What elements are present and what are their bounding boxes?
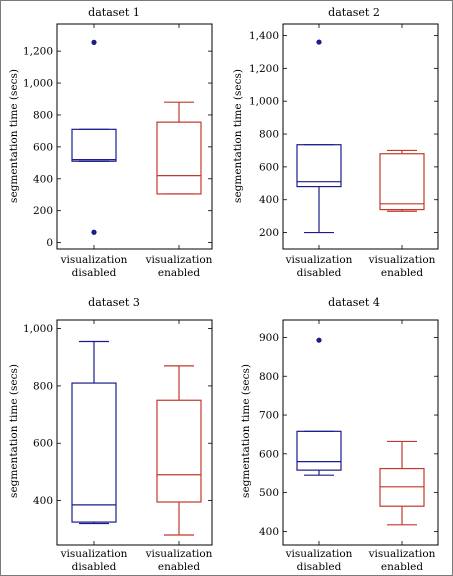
outlier-point [316,337,322,343]
box [71,382,117,523]
panel-dataset-2: dataset 2 segmentation time (secs) visua… [232,6,439,279]
category-label-line2: disabled [297,267,342,279]
panel-title: dataset 4 [328,296,380,309]
y-tick-label: 1,400 [249,30,279,42]
category-label-line1: visualization [285,548,353,560]
panel-dataset-3: dataset 3 segmentation time (secs) visua… [8,296,213,573]
panel-dataset-1: dataset 1 segmentation time (secs) visua… [8,6,213,279]
y-tick-label: 800 [259,371,279,383]
plot-frame [56,23,213,250]
box-marks: 400 500 600 700 800 900 [259,320,438,545]
y-tick-label: 1,200 [23,46,53,58]
y-tick-label: 1,000 [23,323,53,335]
category-label-line1: visualization [368,548,436,560]
y-axis-label: segmentation time (secs) [8,364,20,498]
y-tick-label: 900 [259,332,279,344]
y-tick-label: 400 [33,173,53,185]
y-axis-label: segmentation time (secs) [240,364,252,498]
category-label-line2: disabled [297,561,342,573]
plot-frame [282,23,439,250]
box-marks: 0 200 400 600 800 1,000 1,200 [23,24,212,249]
y-tick-label: 400 [33,495,53,507]
category-label-line1: visualization [368,254,436,266]
plot-frame [282,319,439,546]
y-tick-label: 400 [259,194,279,206]
category-label-line2: disabled [72,561,117,573]
y-tick-label: 700 [259,410,279,422]
y-tick-label: 0 [46,237,53,249]
box [156,399,202,503]
box [379,153,425,211]
box [296,430,342,471]
panel-title: dataset 3 [88,296,140,309]
box [156,121,202,195]
y-tick-label: 600 [259,448,279,460]
y-tick-label: 800 [259,129,279,141]
y-tick-label: 400 [259,526,279,538]
y-tick-label: 600 [33,438,53,450]
y-tick-label: 500 [259,487,279,499]
y-tick-label: 600 [259,161,279,173]
y-tick-label: 1,000 [249,96,279,108]
box-marks: 400 600 800 1,000 [23,320,212,545]
box-marks: 200 400 600 800 1,000 1,200 1,400 [249,24,438,249]
category-label-line2: enabled [158,267,201,279]
panel-dataset-4: dataset 4 segmentation time (secs) visua… [240,296,439,573]
y-tick-label: 800 [33,380,53,392]
y-tick-label: 1,200 [249,63,279,75]
category-label-line2: enabled [381,267,424,279]
y-tick-label: 200 [33,205,53,217]
panel-title: dataset 2 [328,6,380,19]
category-label-line2: disabled [72,267,117,279]
outlier-point [316,39,322,45]
y-tick-label: 600 [33,141,53,153]
y-tick-label: 1,000 [23,78,53,90]
y-tick-label: 200 [259,227,279,239]
panel-title: dataset 1 [88,6,140,19]
y-axis-label: segmentation time (secs) [8,69,20,203]
category-label-line2: enabled [158,561,201,573]
category-label-line1: visualization [60,254,128,266]
y-axis-label: segmentation time (secs) [232,69,244,203]
outlier-point [91,229,97,235]
category-label-line2: enabled [381,561,424,573]
box [296,144,342,188]
category-label-line1: visualization [60,548,128,560]
y-tick-label: 800 [33,109,53,121]
category-label-line1: visualization [145,254,213,266]
category-label-line1: visualization [145,548,213,560]
category-label-line1: visualization [285,254,353,266]
outlier-point [91,39,97,45]
box [71,128,117,162]
plot-frame [56,319,213,546]
